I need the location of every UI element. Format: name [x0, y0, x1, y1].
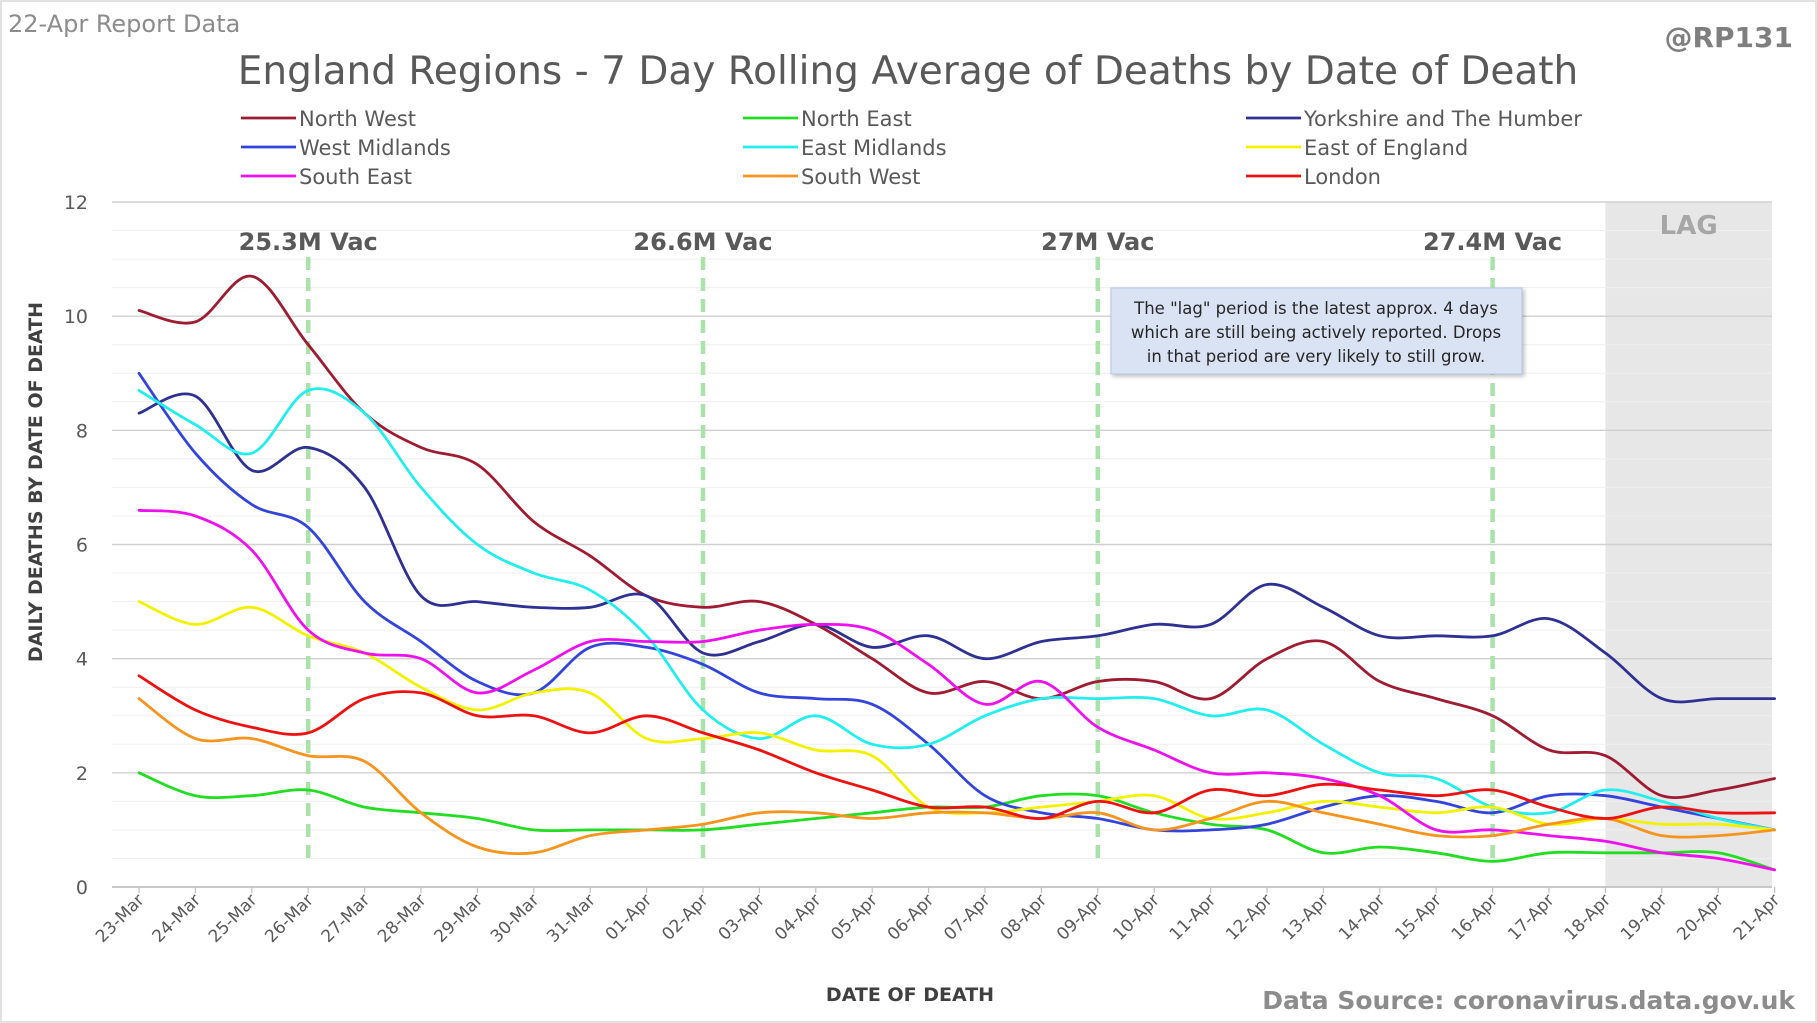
vaccination-marker-label: 27M Vac: [1041, 228, 1154, 256]
data-source: Data Source: coronavirus.data.gov.uk: [1262, 986, 1796, 1015]
vaccination-marker-label: 26.6M Vac: [633, 228, 772, 256]
vaccination-marker-label: 25.3M Vac: [239, 228, 378, 256]
lag-note-box: [1110, 287, 1523, 375]
legend-label-south-east: South East: [299, 165, 412, 189]
y-tick-label: 6: [76, 535, 88, 557]
legend-label-west-midlands: West Midlands: [299, 136, 451, 160]
legend-label-north-west: North West: [299, 107, 416, 131]
series-lines: [137, 274, 1776, 872]
y-tick-label: 4: [76, 649, 88, 671]
y-tick-label: 12: [64, 192, 88, 214]
legend-label-north-east: North East: [801, 107, 912, 131]
y-tick-label: 2: [76, 763, 88, 785]
y-tick-label: 8: [76, 420, 88, 442]
legend-label-yorkshire-and-the-humber: Yorkshire and The Humber: [1303, 107, 1582, 131]
legend-label-london: London: [1304, 165, 1381, 189]
vaccination-markers: 25.3M Vac 26.6M Vac 27M Vac 27.4M Vac: [239, 228, 1562, 866]
series-line-south-east: [137, 508, 1776, 872]
legend: North West North East Yorkshire and The Hu…: [241, 107, 1582, 189]
author-handle: @RP131: [1664, 21, 1793, 54]
report-label: 22-Apr Report Data: [8, 10, 240, 38]
legend-label-south-west: South West: [801, 165, 920, 189]
legend-label-east-midlands: East Midlands: [801, 136, 947, 160]
lag-note-line-2: which are still being actively reported.…: [1131, 323, 1501, 342]
legend-label-east-of-england: East of England: [1304, 136, 1468, 160]
series-line-north-west: [137, 274, 1776, 800]
x-axis-title: DATE OF DEATH: [826, 984, 994, 1006]
y-axis-title: DAILY DEATHS BY DATE OF DEATH: [25, 302, 47, 662]
lag-label: LAG: [1660, 211, 1718, 241]
series-line-london: [137, 674, 1776, 820]
lag-note-line-1: The "lag" period is the latest approx. 4…: [1133, 299, 1498, 318]
lag-note-line-3: in that period are very likely to still …: [1147, 347, 1485, 366]
lag-note: The "lag" period is the latest approx. 4…: [1110, 287, 1523, 375]
series-line-south-west: [137, 697, 1776, 856]
y-axis: 0 2 4 6 8 10 12: [64, 192, 88, 899]
y-tick-label: 10: [64, 306, 88, 328]
chart-title: England Regions - 7 Day Rolling Average …: [238, 49, 1579, 94]
series-line-yorkshire-and-the-humber: [137, 392, 1776, 704]
vaccination-marker-label: 27.4M Vac: [1423, 228, 1562, 256]
y-tick-label: 0: [76, 877, 88, 899]
